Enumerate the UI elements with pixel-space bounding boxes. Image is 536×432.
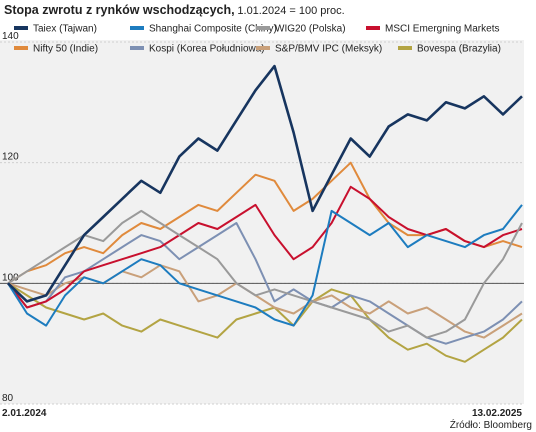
legend-label: Bovespa (Brazylia) [417, 44, 501, 55]
series-line [7, 222, 523, 345]
y-tick-label: 120 [2, 152, 19, 163]
source: Źródło: Bloomberg [450, 418, 532, 431]
series-line [7, 282, 523, 363]
x-tick-label: 2.01.2024 [2, 408, 47, 419]
legend-label: S&P/BMV IPC (Meksyk) [275, 44, 382, 55]
y-tick-label: 100 [2, 272, 19, 283]
chart-subtitle: 1.01.2024 = 100 proc. [237, 5, 344, 17]
y-tick-label: 140 [2, 31, 19, 42]
legend-label: MSCI Emergning Markets [385, 24, 499, 35]
legend-label: Kospi (Korea Południowa) [149, 44, 265, 55]
series-line [7, 185, 523, 309]
legend-label: Taiex (Tajwan) [33, 24, 97, 35]
series-line [7, 209, 523, 339]
plot-background [0, 40, 524, 404]
chart-title: Stopa zwrotu z rynków wschodzących, [4, 3, 235, 17]
series-line [7, 64, 523, 303]
legend-label: Nifty 50 (Indie) [33, 44, 98, 55]
legend-label: WIG20 (Polska) [275, 24, 346, 35]
legend-label: Shanghai Composite (Chiny) [149, 24, 277, 35]
chart-heading: Stopa zwrotu z rynków wschodzących, 1.01… [4, 3, 345, 17]
x-tick-label: 13.02.2025 [472, 408, 522, 419]
y-tick-label: 80 [2, 393, 14, 404]
series-line [7, 204, 523, 327]
